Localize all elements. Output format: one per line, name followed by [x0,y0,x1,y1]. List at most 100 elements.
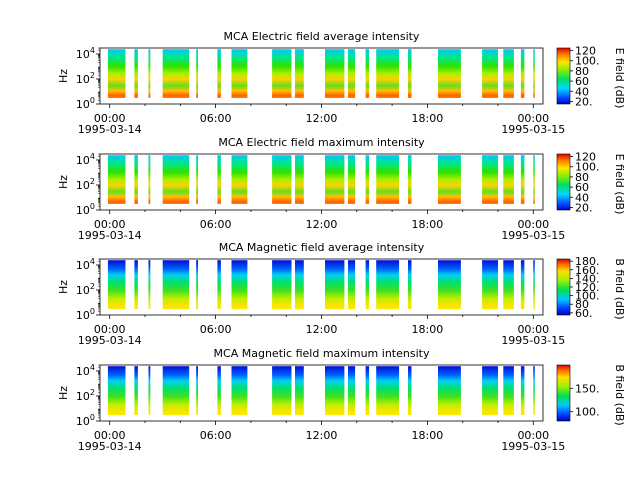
x-tick-label: 06:00 [200,218,232,231]
data-segment [376,366,400,415]
colorbar-tick-label: 120 [575,45,596,58]
data-segment [162,260,190,309]
data-segment [272,260,292,309]
x-tick-label: 00:00 [94,323,126,336]
y-tick-base: 10 [76,48,90,61]
x-tick-label: 12:00 [306,112,338,125]
x-tick-label: 00:00 [517,112,549,125]
panel-title: MCA Magnetic field maximum intensity [214,347,430,360]
data-segment [376,155,400,204]
y-tick-label: 104 [76,363,95,378]
y-axis-label: Hz [57,386,70,400]
data-segment [148,49,151,98]
colorbar-tick-label: 60 [575,75,589,88]
colorbar-tick-label: 180. [575,255,600,268]
colorbar-tick-label: 100. [575,406,600,419]
data-segment [325,49,345,98]
y-tick-exponent: 4 [90,152,95,161]
data-segment [503,155,514,204]
colorbar-tick-label: 100. [575,55,600,68]
colorbar-tick-label: 140. [575,272,600,285]
data-segment [348,49,356,98]
data-segment [231,49,248,98]
data-segment [148,260,151,309]
data-segment [408,260,412,309]
y-tick-base: 10 [76,415,90,428]
data-segment [533,49,535,98]
data-segment [134,366,138,415]
data-segment [325,155,345,204]
y-tick-base: 10 [76,390,90,403]
data-segment [376,260,400,309]
data-segment [196,49,198,98]
y-tick-label: 102 [76,282,95,297]
data-segment [365,260,370,309]
y-tick-exponent: 2 [90,177,95,186]
y-tick-base: 10 [76,309,90,322]
colorbar [556,47,571,105]
x-date-label: 1995-03-15 [501,123,565,136]
data-segment [438,49,461,98]
data-segment [196,260,198,309]
data-segment [408,366,412,415]
y-tick-exponent: 2 [90,282,95,291]
y-axis-label: Hz [57,175,70,189]
y-tick-label: 102 [76,71,95,86]
data-segment [162,366,190,415]
data-segment [196,155,198,204]
y-tick-exponent: 0 [90,96,95,105]
y-tick-label: 100 [76,96,95,111]
y-tick-label: 100 [76,202,95,217]
panel-title: MCA Magnetic field average intensity [219,241,425,254]
colorbar-tick-label: 20. [575,201,593,214]
x-date-label: 1995-03-15 [501,440,565,453]
data-segment [134,155,138,204]
spectrogram-panel-2: MCA Electric field maximum intensity1001… [57,136,626,242]
data-segment [217,260,221,309]
y-tick-exponent: 4 [90,257,95,266]
spectrogram-panel-1: MCA Electric field average intensity1001… [57,30,626,136]
colorbar-tick-label: 100. [575,161,600,174]
y-tick-base: 10 [76,154,90,167]
data-segment [325,260,345,309]
y-tick-base: 10 [76,259,90,272]
colorbar-tick-label: 80 [575,298,589,311]
colorbar-label: E field (dB) [613,48,626,109]
y-tick-label: 102 [76,177,95,192]
x-tick-label: 06:00 [200,112,232,125]
data-segment [438,155,461,204]
data-segment [482,366,498,415]
x-date-label: 1995-03-14 [78,229,142,242]
colorbar-tick-label: 100. [575,290,600,303]
data-segment [503,366,514,415]
data-segment [231,366,248,415]
y-tick-base: 10 [76,284,90,297]
data-segment [272,49,292,98]
data-segment [348,155,356,204]
colorbar [556,258,571,316]
data-segment [503,260,514,309]
y-tick-label: 104 [76,257,95,272]
data-segment [408,49,412,98]
x-tick-label: 12:00 [306,323,338,336]
data-segment [162,155,190,204]
y-tick-exponent: 4 [90,363,95,372]
data-segment [533,260,535,309]
x-tick-label: 06:00 [200,429,232,442]
data-segment [134,260,138,309]
y-axis-label: Hz [57,69,70,83]
panel-title: MCA Electric field average intensity [224,30,420,43]
y-tick-base: 10 [76,73,90,86]
spectrogram-panel-4: MCA Magnetic field maximum intensity1001… [57,347,626,453]
colorbar-tick-label: 40 [575,191,589,204]
x-date-label: 1995-03-14 [78,123,142,136]
x-tick-label: 12:00 [306,429,338,442]
colorbar-label: B field (dB) [613,258,626,319]
data-segment [295,155,304,204]
data-segment [520,366,525,415]
data-segment [231,260,248,309]
y-axis-label: Hz [57,280,70,294]
data-segment [272,366,292,415]
colorbar [556,153,571,211]
